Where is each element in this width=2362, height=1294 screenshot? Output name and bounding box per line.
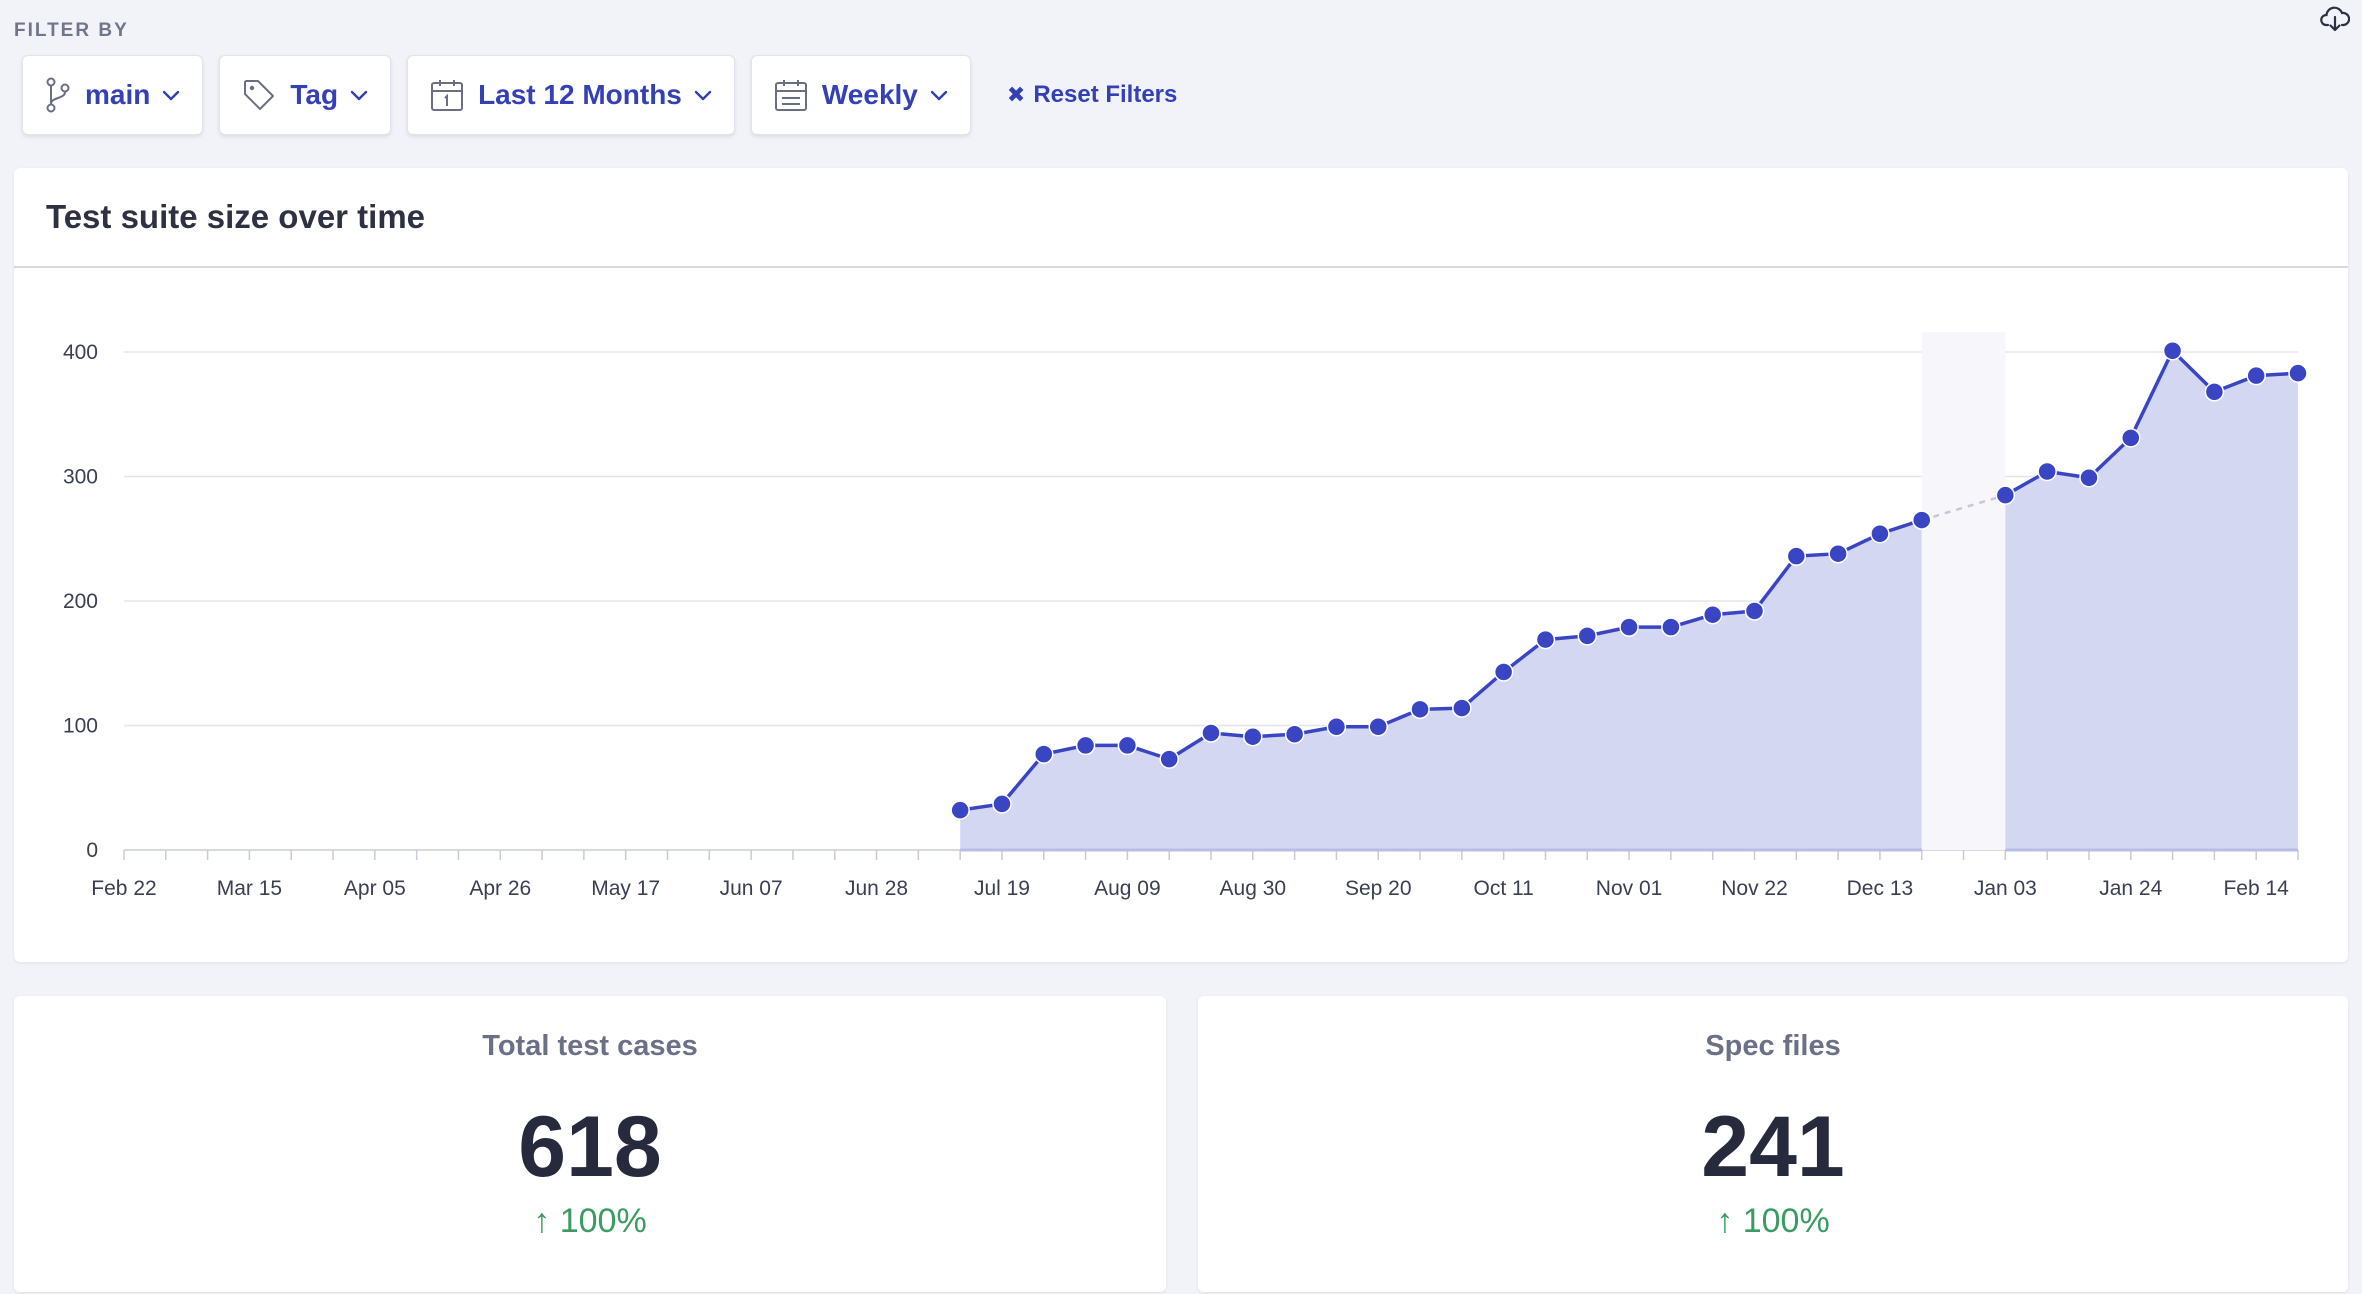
close-icon: ✖: [1006, 82, 1026, 107]
data-point: [1159, 749, 1179, 769]
chevron-down-icon: [930, 89, 948, 101]
test-suite-size-chart[interactable]: 0 100 200 300 400 Feb 22 Mar 15 Apr 05 Apr 26 May…: [14, 168, 2348, 962]
data-point: [2037, 461, 2057, 482]
x-tick-label: Oct 11: [1473, 877, 1533, 900]
x-tick-label: Nov 01: [1596, 877, 1663, 900]
data-point: [1075, 735, 1096, 756]
data-point: [1577, 626, 1598, 646]
data-point: [1786, 546, 1807, 566]
git-branch-icon: [45, 77, 71, 113]
data-point: [1117, 735, 1138, 756]
chart-title: Test suite size over time: [46, 198, 426, 235]
y-tick-label: 0: [86, 839, 98, 862]
data-point: [1493, 662, 1514, 682]
reset-filters-button[interactable]: ✖ Reset Filters: [1007, 81, 1178, 109]
data-point: [1410, 699, 1430, 720]
data-point: [1326, 716, 1347, 737]
data-point: [1201, 723, 1221, 743]
x-tick-label: Jun 07: [720, 877, 783, 900]
x-tick-label: Aug 30: [1220, 877, 1287, 900]
branch-filter-button[interactable]: main: [22, 55, 204, 135]
tag-filter-button[interactable]: Tag: [219, 55, 392, 135]
data-point: [1911, 510, 1932, 530]
tag-icon: [242, 78, 276, 112]
gap-region: [1921, 332, 2006, 850]
data-point: [1452, 698, 1472, 718]
data-point: [2121, 428, 2141, 448]
x-tick-label: Apr 26: [469, 877, 531, 900]
x-tick-label: Jun 28: [845, 877, 908, 900]
stat-title: Total test cases: [482, 1030, 698, 1062]
chart-divider: [14, 266, 2348, 268]
data-point: [2246, 365, 2266, 386]
x-tick-label: Feb 22: [91, 877, 156, 900]
chevron-down-icon: [350, 89, 368, 101]
data-point: [1702, 604, 1723, 625]
data-point: [1661, 617, 1681, 637]
interval-filter-button[interactable]: Weekly: [750, 55, 971, 135]
stat-change: ↑ 100%: [1716, 1202, 1830, 1240]
data-point: [1368, 716, 1388, 737]
cloud-download-icon: [2320, 5, 2351, 38]
x-tick-label: Feb 14: [2223, 877, 2289, 900]
data-point: [1619, 617, 1639, 637]
data-point: [950, 800, 970, 820]
data-point: [992, 794, 1012, 814]
download-button[interactable]: [2318, 6, 2352, 36]
data-point: [2162, 341, 2183, 361]
date-range-filter-button[interactable]: Last 12 Months: [407, 55, 735, 135]
chevron-down-icon: [162, 89, 180, 101]
filter-by-label: FILTER BY: [14, 20, 129, 41]
spec-files-card: Spec files 241 ↑ 100%: [1198, 996, 2348, 1292]
calendar-icon: [774, 78, 808, 112]
x-tick-label: May 17: [591, 877, 660, 900]
stat-value: 241: [1701, 1099, 1845, 1195]
chevron-down-icon: [694, 89, 712, 101]
interval-filter-label: Weekly: [821, 79, 918, 110]
data-point: [2288, 363, 2308, 383]
x-tick-label: Dec 13: [1847, 877, 1914, 900]
data-point: [1284, 724, 1305, 744]
data-point: [1243, 726, 1263, 747]
y-tick-label: 400: [63, 341, 98, 364]
data-point: [1995, 485, 2016, 505]
y-tick-label: 200: [63, 590, 98, 613]
x-tick-label: Aug 09: [1094, 877, 1161, 900]
stat-change: ↑ 100%: [533, 1202, 647, 1240]
x-tick-label: Jan 24: [2099, 877, 2162, 900]
series-area: [2005, 350, 2298, 850]
x-tick-label: Sep 20: [1345, 877, 1412, 900]
filter-bar: main Tag Last 12 Months: [22, 54, 1177, 136]
stat-title: Spec files: [1705, 1030, 1841, 1062]
data-point: [1744, 601, 1765, 621]
tag-filter-label: Tag: [290, 79, 339, 110]
stat-value: 618: [518, 1099, 662, 1195]
x-tick-label: Mar 15: [217, 877, 282, 900]
date-range-filter-label: Last 12 Months: [478, 79, 682, 110]
gap-connector: [1921, 493, 2006, 522]
data-point: [1870, 524, 1890, 544]
branch-filter-label: main: [85, 79, 151, 110]
data-point: [2079, 467, 2099, 488]
data-point: [1535, 629, 1556, 650]
reset-filters-label: Reset Filters: [1033, 81, 1178, 108]
data-point: [2204, 382, 2225, 402]
x-tick-label: Apr 05: [344, 877, 406, 900]
total-test-cases-card: Total test cases 618 ↑ 100%: [14, 996, 1166, 1292]
x-tick-label: Nov 22: [1721, 877, 1788, 900]
data-point: [1034, 744, 1054, 764]
y-tick-label: 100: [63, 715, 98, 738]
series-area: [960, 520, 1922, 850]
data-point: [1828, 543, 1848, 564]
x-tick-label: Jan 03: [1974, 877, 2037, 900]
y-tick-label: 300: [63, 466, 98, 489]
chart-card: Test suite size over time 0 100 200 300 400 F…: [14, 168, 2348, 962]
calendar-icon: [430, 78, 464, 112]
x-tick-label: Jul 19: [974, 877, 1030, 900]
